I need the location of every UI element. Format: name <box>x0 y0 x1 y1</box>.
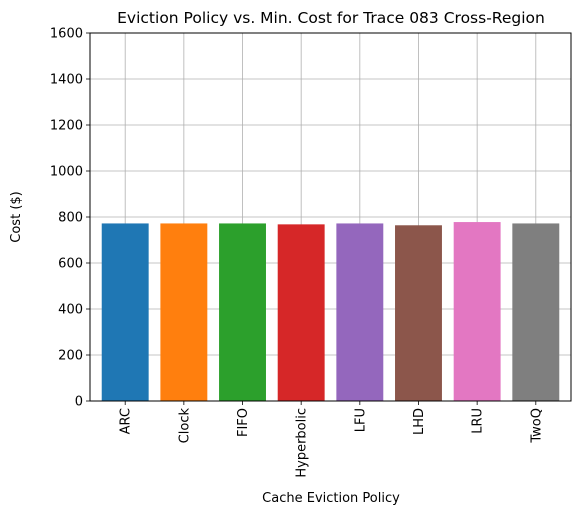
x-tick-label: LFU <box>353 408 368 432</box>
x-tick-label: Clock <box>177 408 192 444</box>
x-tick-label: LRU <box>471 408 486 434</box>
x-tick-label: ARC <box>119 408 134 434</box>
y-tick-label: 1200 <box>50 119 83 134</box>
y-tick-label: 1400 <box>50 73 83 88</box>
y-ticks: 0 200 400 600 800 1000 1200 1400 1600 <box>50 27 90 410</box>
x-tick-label: Hyperbolic <box>295 408 310 478</box>
bar-clock <box>160 223 208 401</box>
bar-fifo <box>219 223 266 401</box>
y-tick-label: 400 <box>58 303 83 318</box>
bars-layer <box>101 222 560 401</box>
y-tick-label: 200 <box>58 349 83 364</box>
x-tick-label: TwoQ <box>529 408 544 444</box>
chart-title: Eviction Policy vs. Min. Cost for Trace … <box>117 9 545 27</box>
x-tick-label: LHD <box>412 408 427 435</box>
y-tick-label: 1000 <box>50 165 83 180</box>
bar-hyperbolic <box>277 224 325 401</box>
y-tick-label: 1600 <box>50 27 83 42</box>
bar-twoq <box>512 223 560 401</box>
bar-lru <box>453 222 501 401</box>
y-tick-label: 600 <box>58 257 83 272</box>
x-ticks: ARC Clock FIFO Hyperbolic LFU LHD LRU TwoQ <box>119 401 544 478</box>
y-axis-label: Cost ($) <box>9 191 24 242</box>
x-tick-label: FIFO <box>236 408 251 437</box>
bar-arc <box>101 223 149 401</box>
x-axis-label: Cache Eviction Policy <box>262 491 400 506</box>
y-tick-label: 0 <box>75 395 83 410</box>
bar-lfu <box>336 223 384 401</box>
y-tick-label: 800 <box>58 211 83 226</box>
bar-lhd <box>395 225 442 401</box>
